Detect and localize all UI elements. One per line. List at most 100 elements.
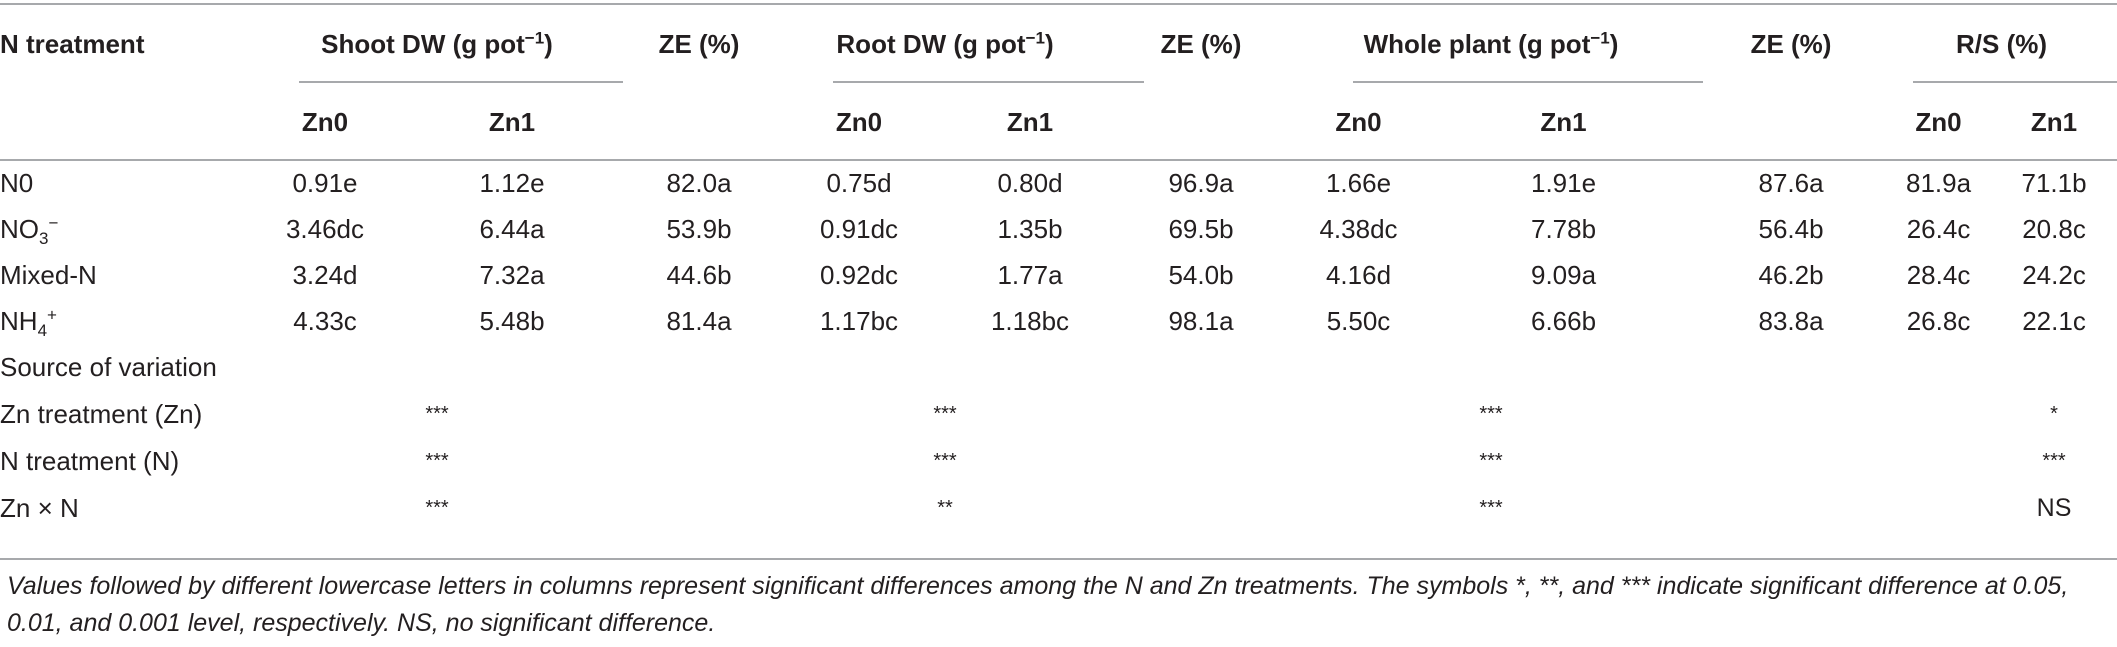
table-cell: 4.38dc [1319, 213, 1398, 244]
significance-cell: NS [2036, 494, 2072, 522]
table-cell: 98.1a [1168, 305, 1234, 336]
ze-header-2: ZE (%) [1160, 28, 1242, 59]
table-cell: 1.18bc [990, 305, 1070, 336]
shoot-dw-header: Shoot DW (g pot−1) [321, 27, 553, 59]
n-treatment-header: N treatment [0, 28, 145, 59]
table-cell: 4.16d [1325, 259, 1392, 290]
table-cell: 4.33c [293, 305, 357, 336]
whole-zn0-header: Zn0 [1335, 106, 1382, 137]
significance-cell: * [2050, 403, 2058, 425]
variation-label: Zn × N [0, 493, 79, 523]
table-cell: 1.12e [479, 167, 545, 198]
header-bottom-rule [0, 159, 2117, 161]
table-cell: 82.0a [666, 167, 732, 198]
table-cell: 53.9b [666, 213, 732, 244]
significance-cell: *** [425, 450, 449, 472]
table-cell: 56.4b [1758, 213, 1824, 244]
table-cell: 5.50c [1326, 305, 1391, 336]
variation-label: Zn treatment (Zn) [0, 399, 203, 429]
source-of-variation-label: Source of variation [0, 352, 217, 382]
table-cell: 24.2c [2022, 259, 2086, 290]
table-cell: 69.5b [1168, 213, 1234, 244]
root-zn0-header: Zn0 [835, 106, 883, 137]
table-cell: 1.91e [1530, 167, 1597, 198]
variation-label: N treatment (N) [0, 446, 180, 476]
table-cell: 28.4c [1906, 259, 1971, 290]
row-label: NH4+ [0, 304, 57, 340]
variation-row: N treatment (N) *** *** *** *** [0, 438, 2117, 485]
table-cell: 20.8c [2022, 213, 2086, 244]
table-cell: 71.1b [2021, 167, 2087, 198]
table-cell: 1.35b [997, 213, 1063, 244]
significance-cell: *** [933, 403, 957, 425]
table-top-rule [0, 3, 2117, 5]
significance-cell: *** [425, 497, 449, 519]
table-cell: 1.17bc [819, 305, 899, 336]
shoot-zn1-header: Zn1 [488, 106, 536, 137]
table-cell: 3.24d [292, 259, 358, 290]
whole-plant-header: Whole plant (g pot−1) [1363, 27, 1619, 59]
row-label: NO3− [0, 212, 59, 248]
table-cell: 9.09a [1530, 259, 1597, 290]
rs-header: R/S (%) [1956, 28, 2048, 59]
table-cell: 87.6a [1758, 167, 1824, 198]
significance-cell: *** [1479, 403, 1503, 425]
table-cell: 26.4c [1906, 213, 1971, 244]
variation-row: Zn × N *** ** *** NS [0, 485, 2117, 532]
whole-zn1-header: Zn1 [1540, 106, 1587, 137]
table-cell: 81.4a [666, 305, 732, 336]
table-cell: 0.91dc [819, 213, 899, 244]
table-cell: 1.77a [997, 259, 1063, 290]
table-row: N0 0.91e 1.12e 82.0a 0.75d 0.80d 96.9a 1… [0, 160, 2117, 206]
table-cell: 96.9a [1168, 167, 1234, 198]
significance-cell: *** [933, 450, 957, 472]
table-row: NH4+ 4.33c 5.48b 81.4a 1.17bc 1.18bc 98.… [0, 298, 2117, 344]
row-label: Mixed-N [0, 259, 97, 290]
ze-header-1: ZE (%) [658, 28, 740, 59]
table-cell: 26.8c [1906, 305, 1971, 336]
table-cell: 3.46dc [285, 213, 365, 244]
table-cell: 0.75d [826, 167, 892, 198]
shoot-zn0-header: Zn0 [301, 106, 349, 137]
source-of-variation-row: Source of variation [0, 344, 2117, 391]
header-row-1: N treatment Shoot DW (g pot−1) ZE (%) Ro… [0, 4, 2117, 84]
table-cell: 0.80d [997, 167, 1063, 198]
shoot-dw-span-rule [299, 81, 623, 83]
ze-header-3: ZE (%) [1750, 28, 1832, 59]
whole-plant-span-rule [1353, 81, 1703, 83]
table-cell: 5.48b [479, 305, 545, 336]
table-footnote: Values followed by different lowercase l… [7, 572, 2069, 637]
rs-zn0-header: Zn0 [1915, 106, 1962, 137]
results-table: N treatment Shoot DW (g pot−1) ZE (%) Ro… [0, 4, 2117, 532]
rs-zn1-header: Zn1 [2030, 106, 2078, 137]
root-dw-header: Root DW (g pot−1) [836, 27, 1054, 59]
table-cell: 7.32a [479, 259, 545, 290]
table-cell: 1.66e [1325, 167, 1392, 198]
table-cell: 0.92dc [819, 259, 899, 290]
variation-row: Zn treatment (Zn) *** *** *** * [0, 391, 2117, 438]
significance-cell: *** [2042, 450, 2066, 472]
row-label: N0 [0, 167, 34, 198]
table-cell: 46.2b [1758, 259, 1824, 290]
table-cell: 83.8a [1758, 305, 1824, 336]
rs-span-rule [1913, 81, 2117, 83]
table-cell: 6.44a [479, 213, 545, 244]
table-row: Mixed-N 3.24d 7.32a 44.6b 0.92dc 1.77a 5… [0, 252, 2117, 298]
table-cell: 0.91e [292, 167, 358, 198]
table-cell: 54.0b [1168, 259, 1234, 290]
significance-cell: *** [1479, 497, 1503, 519]
table-row: NO3− 3.46dc 6.44a 53.9b 0.91dc 1.35b 69.… [0, 206, 2117, 252]
table-cell: 7.78b [1530, 213, 1597, 244]
table-cell: 44.6b [666, 259, 732, 290]
significance-cell: *** [1479, 450, 1503, 472]
table-cell: 6.66b [1530, 305, 1597, 336]
significance-cell: *** [425, 403, 449, 425]
header-row-2: Zn0 Zn1 Zn0 Zn1 Zn0 Zn1 Zn0 Zn1 [0, 84, 2117, 160]
root-zn1-header: Zn1 [1006, 106, 1054, 137]
table-cell: 22.1c [2022, 305, 2086, 336]
table-bottom-rule [0, 558, 2117, 560]
root-dw-span-rule [833, 81, 1144, 83]
significance-cell: ** [937, 497, 953, 519]
table-cell: 81.9a [1905, 167, 1972, 198]
